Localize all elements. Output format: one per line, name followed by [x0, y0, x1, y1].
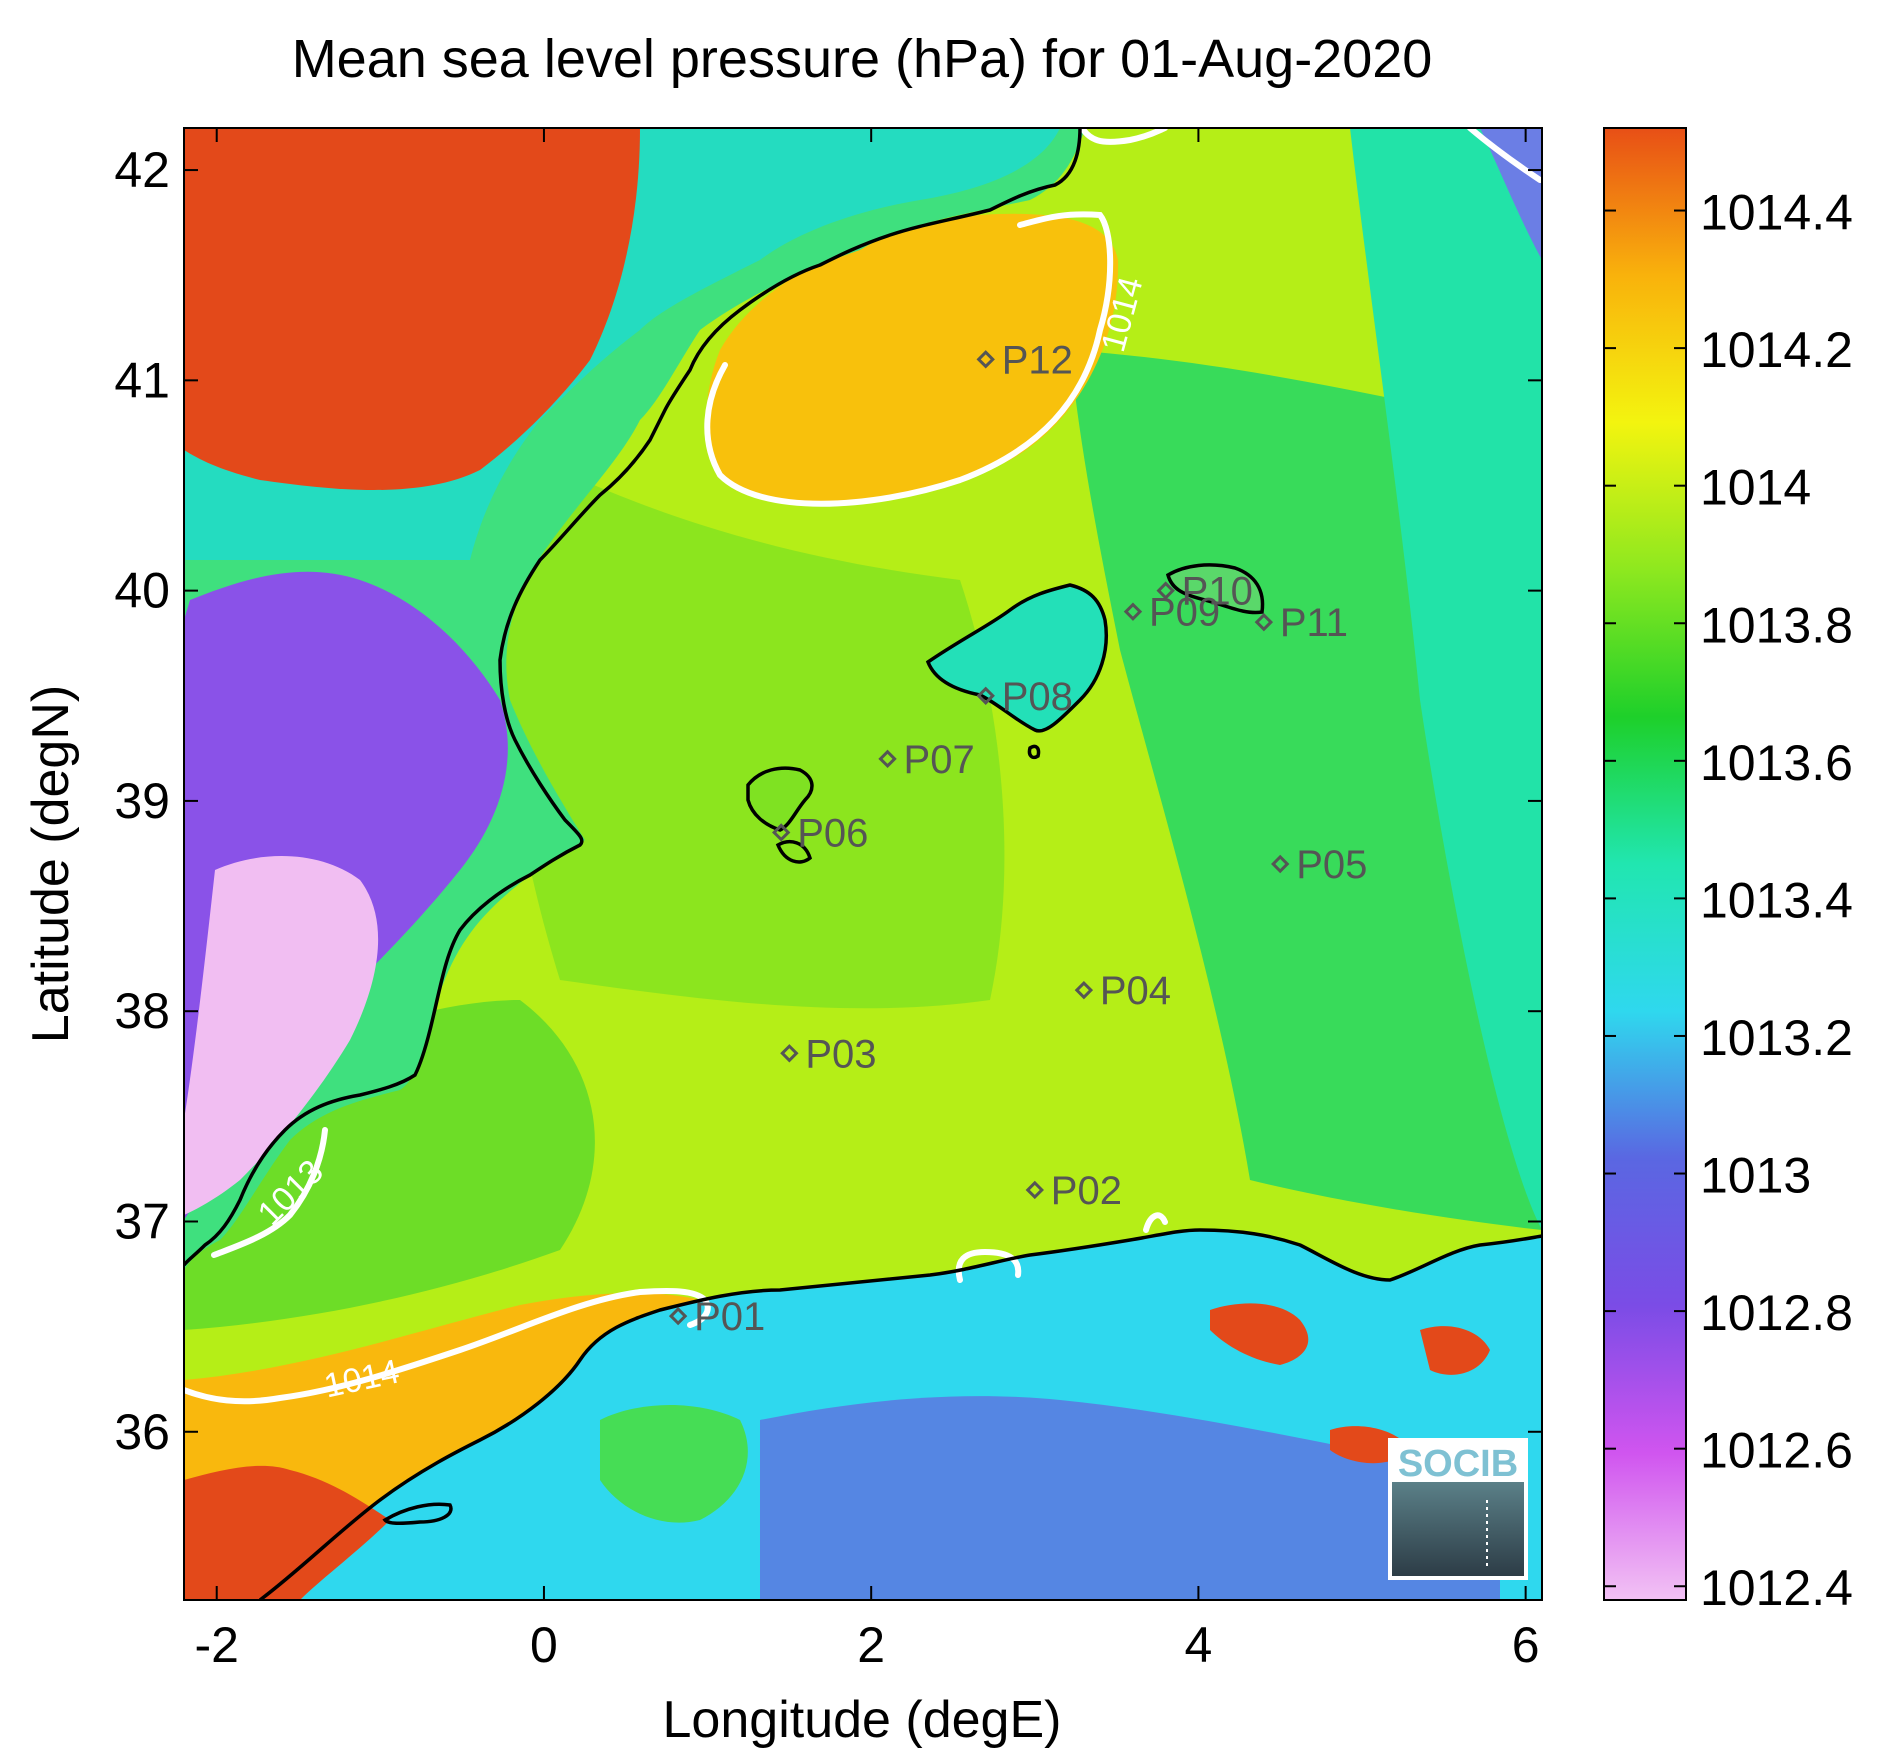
station-label-p03: P03 [805, 1032, 876, 1076]
colorbar-tick-label: 1013.6 [1700, 735, 1853, 791]
x-axis-label: Longitude (degE) [663, 1691, 1062, 1749]
land-iberia-lowest-basin [184, 856, 379, 1215]
colorbar-tick-label: 1013.2 [1700, 1010, 1853, 1066]
station-label-p01: P01 [694, 1295, 765, 1339]
field-band-green-center [498, 440, 1005, 1009]
colorbar: 1012.4 1012.6 1012.8 1013 1013.2 1013.4 1013.6… [1603, 127, 1853, 1616]
land-north-africa-low [760, 1396, 1500, 1600]
y-axis: 36 37 38 39 40 41 42 [114, 142, 1542, 1460]
station-label-p02: P02 [1051, 1169, 1122, 1213]
land-north-africa-highlands [1210, 1303, 1490, 1464]
station-label-p06: P06 [797, 811, 868, 855]
land-iberia-highlands [184, 128, 640, 490]
station-marker-p10 [1156, 581, 1175, 600]
land-north-africa-green [600, 1405, 748, 1523]
colorbar-tick-label: 1014 [1700, 460, 1811, 516]
land-mallorca [928, 585, 1107, 731]
field-band-cyan-east [1350, 128, 1542, 1230]
field-band-blue-corner [1480, 128, 1542, 260]
station-marker-p04 [1074, 980, 1094, 1000]
station-marker-p08 [976, 686, 995, 705]
y-tick-label: 38 [114, 983, 170, 1039]
station-label-p05: P05 [1296, 843, 1367, 887]
y-tick-label: 40 [114, 563, 170, 619]
colorbar-tick-label: 1012.4 [1700, 1560, 1853, 1616]
colorbar-tick-label: 1012.6 [1700, 1423, 1853, 1479]
coastline-iberia [184, 128, 1082, 1267]
map-frame [183, 127, 1543, 1601]
colorbar-tick-label: 1014.2 [1700, 322, 1853, 378]
contour-1014-south-east [955, 1212, 1168, 1283]
colorbar-gradient [1603, 127, 1687, 1601]
contour-1014-northeast [1467, 128, 1542, 183]
x-tick-label: 6 [1512, 1617, 1540, 1673]
station-marker-p05 [1271, 854, 1290, 874]
x-tick-label: 0 [530, 1617, 558, 1673]
colorbar-tick-label: 1013.8 [1700, 597, 1853, 653]
coastline-north-africa [258, 1228, 1542, 1600]
x-tick-label: 2 [857, 1617, 885, 1673]
y-tick-label: 37 [114, 1193, 170, 1249]
colorbar-tick-label: 1012.8 [1700, 1285, 1853, 1341]
station-label-p09: P09 [1149, 591, 1220, 635]
y-tick-label: 42 [114, 142, 170, 198]
station-marker-p12 [976, 350, 995, 369]
y-axis-label: Latitude (degN) [22, 685, 80, 1043]
y-tick-label: 36 [114, 1404, 170, 1460]
coastline-ibiza [746, 766, 814, 864]
colorbar-tick-label: 1013.4 [1700, 872, 1853, 928]
station-marker-p06 [772, 823, 791, 842]
x-tick-label: 4 [1185, 1617, 1213, 1673]
contour-1014-north [704, 211, 1114, 507]
map-panel [184, 128, 1542, 1600]
station-label-p08: P08 [1002, 675, 1073, 719]
high-pressure-area-north [706, 213, 1119, 504]
contour-1014-north-top [1079, 128, 1168, 145]
socib-logo-text: SOCIB [1398, 1443, 1518, 1485]
station-marker-p09 [1123, 602, 1143, 621]
y-tick-label: 39 [114, 773, 170, 829]
station-label-p11: P11 [1280, 601, 1348, 645]
colorbar-tick-label: 1014.4 [1700, 185, 1853, 241]
chart-title: Mean sea level pressure (hPa) for 01-Aug… [292, 29, 1433, 89]
station-label-p07: P07 [904, 738, 975, 782]
socib-logo: SOCIB [1388, 1438, 1528, 1580]
station-label-p10: P10 [1182, 570, 1253, 614]
land-menorca [1168, 564, 1263, 613]
land-north-africa-west [184, 1465, 390, 1600]
station-marker-p01 [668, 1306, 688, 1326]
coastline-mallorca [925, 583, 1108, 760]
contour-1013-southwest [211, 1127, 328, 1258]
station-marker-p03 [780, 1044, 799, 1063]
station-marker-p02 [1025, 1180, 1044, 1200]
x-axis: -2 0 2 4 6 [194, 128, 1540, 1673]
station-label-p12: P12 [1002, 338, 1073, 382]
station-marker-p11 [1254, 612, 1274, 632]
station-label-p04: P04 [1100, 969, 1171, 1013]
station-marker-p07 [878, 749, 897, 769]
colorbar-ticks: 1012.4 1012.6 1012.8 1013 1013.2 1013.4 1013.6… [1604, 185, 1853, 1616]
colorbar-tick-label: 1013 [1700, 1148, 1811, 1204]
coastline-menorca [1165, 563, 1265, 615]
x-tick-label: -2 [194, 1617, 238, 1673]
y-tick-label: 41 [114, 352, 170, 408]
land-ibiza [748, 768, 812, 830]
